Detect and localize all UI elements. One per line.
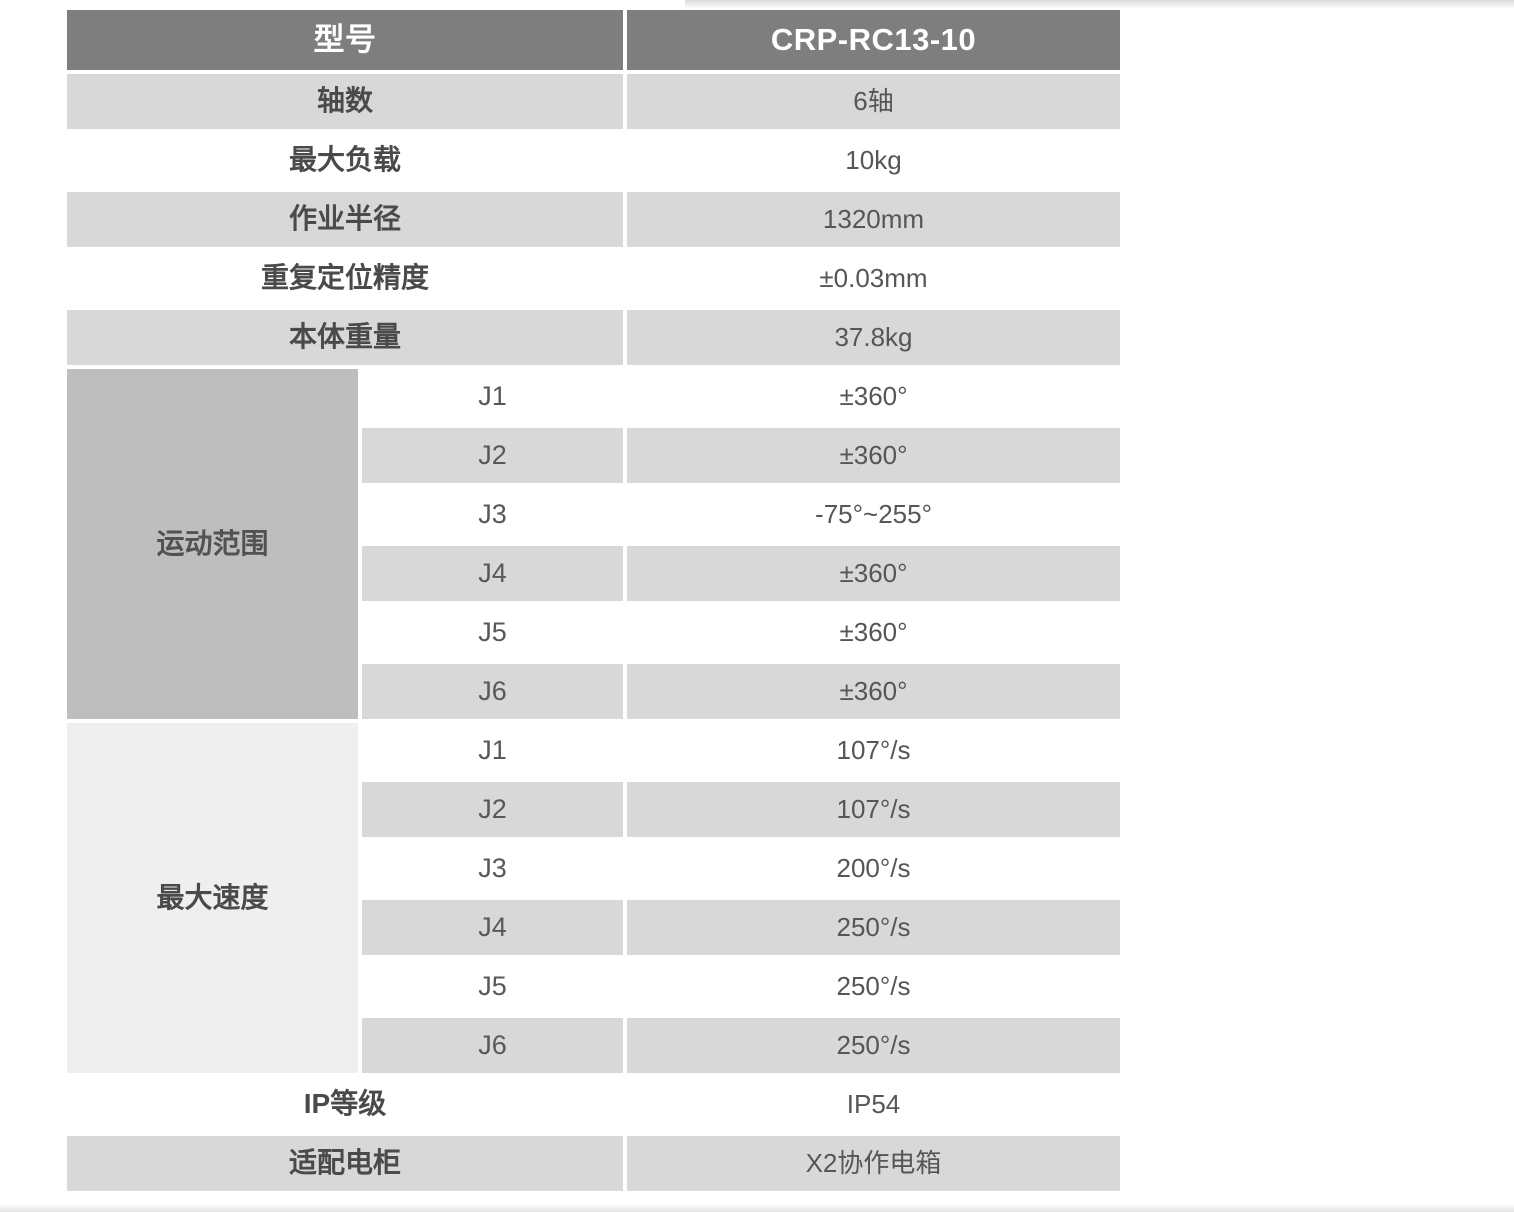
group-label-motion-range: 运动范围 bbox=[67, 369, 358, 719]
robot-spec-table: 型号 CRP-RC13-10 轴数 6轴 最大负载 10kg 作业半径 1320… bbox=[67, 10, 1120, 1191]
speed-value-j3: 200°/s bbox=[627, 841, 1120, 896]
range-value-j2: ±360° bbox=[627, 428, 1120, 483]
speed-joint-j6: J6 bbox=[362, 1018, 623, 1073]
spec-value-payload: 10kg bbox=[627, 133, 1120, 188]
speed-joint-j1: J1 bbox=[362, 723, 623, 778]
speed-joint-j3: J3 bbox=[362, 841, 623, 896]
spec-value-reach: 1320mm bbox=[627, 192, 1120, 247]
speed-joint-j2: J2 bbox=[362, 782, 623, 837]
range-joint-j6: J6 bbox=[362, 664, 623, 719]
range-value-j6: ±360° bbox=[627, 664, 1120, 719]
range-value-j3: -75°~255° bbox=[627, 487, 1120, 542]
page-edge-shadow-top bbox=[685, 0, 1514, 9]
spec-label-payload: 最大负载 bbox=[67, 133, 623, 188]
range-joint-j2: J2 bbox=[362, 428, 623, 483]
range-joint-j4: J4 bbox=[362, 546, 623, 601]
spec-value-ip-rating: IP54 bbox=[627, 1077, 1120, 1132]
page-edge-shadow-bottom bbox=[0, 1204, 1514, 1212]
range-value-j1: ±360° bbox=[627, 369, 1120, 424]
group-label-max-speed: 最大速度 bbox=[67, 723, 358, 1073]
speed-value-j1: 107°/s bbox=[627, 723, 1120, 778]
spec-label-weight: 本体重量 bbox=[67, 310, 623, 365]
spec-value-axes: 6轴 bbox=[627, 74, 1120, 129]
header-model-label: 型号 bbox=[67, 10, 623, 70]
speed-value-j4: 250°/s bbox=[627, 900, 1120, 955]
range-joint-j3: J3 bbox=[362, 487, 623, 542]
spec-label-repeatability: 重复定位精度 bbox=[67, 251, 623, 306]
spec-value-repeatability: ±0.03mm bbox=[627, 251, 1120, 306]
speed-value-j6: 250°/s bbox=[627, 1018, 1120, 1073]
range-joint-j5: J5 bbox=[362, 605, 623, 660]
spec-label-axes: 轴数 bbox=[67, 74, 623, 129]
speed-value-j2: 107°/s bbox=[627, 782, 1120, 837]
range-joint-j1: J1 bbox=[362, 369, 623, 424]
speed-joint-j4: J4 bbox=[362, 900, 623, 955]
range-value-j5: ±360° bbox=[627, 605, 1120, 660]
spec-label-cabinet: 适配电柜 bbox=[67, 1136, 623, 1191]
spec-label-ip-rating: IP等级 bbox=[67, 1077, 623, 1132]
spec-value-weight: 37.8kg bbox=[627, 310, 1120, 365]
speed-joint-j5: J5 bbox=[362, 959, 623, 1014]
header-model-value: CRP-RC13-10 bbox=[627, 10, 1120, 70]
spec-value-cabinet: X2协作电箱 bbox=[627, 1136, 1120, 1191]
spec-label-reach: 作业半径 bbox=[67, 192, 623, 247]
speed-value-j5: 250°/s bbox=[627, 959, 1120, 1014]
range-value-j4: ±360° bbox=[627, 546, 1120, 601]
